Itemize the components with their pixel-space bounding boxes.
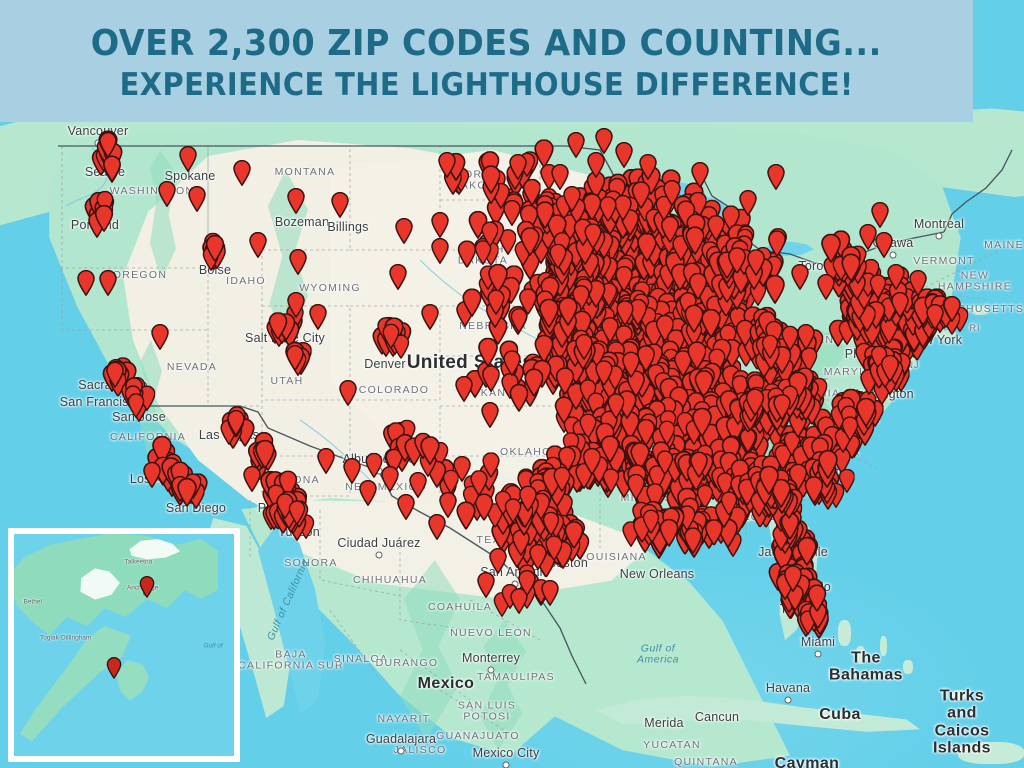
city-marker-dot	[935, 232, 943, 240]
map-marker-pin[interactable]	[688, 272, 707, 301]
map-marker-pin[interactable]	[595, 359, 613, 386]
map-pin-icon	[595, 359, 613, 386]
map-marker-pin[interactable]	[520, 227, 540, 257]
map-marker-pin[interactable]	[599, 196, 618, 222]
map-marker-pin[interactable]	[746, 249, 765, 276]
cape-cod-isle	[972, 306, 988, 315]
map-pin-icon	[690, 451, 708, 479]
map-marker-pin[interactable]	[720, 491, 738, 516]
map-pin-icon	[555, 367, 574, 395]
map-marker-pin[interactable]	[626, 474, 645, 501]
map-pin-icon	[720, 491, 738, 516]
map-pin-icon	[503, 350, 521, 377]
bahamas-isle	[838, 620, 851, 646]
map-pin-icon	[683, 527, 702, 555]
map-marker-pin[interactable]	[575, 334, 593, 361]
map-marker-pin[interactable]	[480, 165, 501, 195]
turks-caicos-isle	[952, 690, 966, 700]
map-marker-pin[interactable]	[522, 178, 541, 206]
map-marker-pin[interactable]	[524, 368, 544, 397]
map-marker-pin[interactable]	[602, 468, 620, 493]
map-pin-icon	[480, 165, 501, 195]
map-marker-pin[interactable]	[555, 367, 574, 395]
map-marker-pin[interactable]	[478, 337, 499, 367]
map-marker-pin[interactable]	[615, 266, 633, 293]
map-marker-pin[interactable]	[582, 447, 601, 475]
map-pin-icon	[622, 351, 640, 378]
map-pin-icon	[765, 274, 785, 304]
map-pin-icon	[482, 365, 500, 393]
map-marker-pin[interactable]	[606, 393, 625, 420]
map-pin-icon	[601, 435, 620, 463]
map-marker-pin[interactable]	[622, 351, 640, 378]
city-marker-dot	[397, 747, 405, 755]
map-pin-icon	[688, 272, 707, 301]
map-marker-pin[interactable]	[692, 408, 713, 438]
map-pin-icon	[692, 408, 713, 438]
map-pin-icon	[478, 337, 499, 367]
map-pin-icon	[606, 393, 625, 420]
city-marker-dot	[375, 551, 383, 559]
map-pin-icon	[522, 178, 541, 206]
long-island-isle	[918, 330, 956, 337]
map-pin-icon	[584, 222, 602, 249]
city-marker-dot	[814, 650, 822, 658]
map-pin-icon	[685, 226, 705, 256]
map-pin-icon	[746, 249, 765, 276]
map-marker-pin[interactable]	[584, 222, 602, 249]
bahamas-isle	[903, 660, 913, 674]
map-pin-icon	[480, 221, 499, 247]
map-marker-pin[interactable]	[685, 226, 705, 256]
map-marker-pin[interactable]	[480, 221, 499, 247]
map-marker-pin[interactable]	[656, 450, 674, 475]
map-marker-pin[interactable]	[482, 365, 500, 393]
map-pin-icon	[727, 246, 747, 274]
map-marker-pin[interactable]	[510, 307, 528, 333]
map-marker-pin[interactable]	[503, 350, 521, 377]
map-pin-icon	[520, 227, 540, 257]
map-pin-icon	[575, 334, 593, 361]
map-pin-icon	[616, 300, 635, 327]
map-pin-icon	[602, 468, 620, 493]
map-pin-icon	[558, 297, 578, 326]
map-pin-icon	[615, 266, 633, 293]
map-pin-icon	[656, 450, 674, 475]
map-marker-pin[interactable]	[765, 274, 785, 304]
map-pin-icon	[487, 289, 505, 316]
city-marker-dot	[784, 696, 792, 704]
map-marker-pin[interactable]	[631, 180, 651, 209]
map-marker-pin[interactable]	[690, 451, 708, 479]
map-pin-icon	[549, 243, 567, 269]
bahamas-isle	[856, 646, 865, 664]
hispaniola-isle	[958, 742, 1024, 764]
city-marker-dot	[487, 666, 495, 674]
map-pin-icon	[510, 307, 528, 333]
bahamas-isle	[880, 636, 887, 656]
map-marker-pin[interactable]	[601, 435, 620, 463]
map-pin-icon	[599, 196, 618, 222]
map-pin-icon	[524, 368, 544, 397]
map-marker-pin[interactable]	[683, 527, 702, 555]
map-marker-pin[interactable]	[549, 243, 568, 269]
map-pin-icon	[631, 180, 651, 209]
city-marker-dot	[889, 251, 897, 259]
map-marker-pin[interactable]	[487, 289, 505, 316]
map-pin-icon	[582, 447, 601, 475]
map-pin-icon	[684, 304, 704, 333]
map-marker-pin[interactable]	[616, 300, 635, 327]
map-marker-pin[interactable]	[558, 297, 578, 326]
map-marker-pin[interactable]	[727, 246, 747, 274]
map-pin-icon	[626, 474, 645, 501]
map-marker-pin[interactable]	[684, 304, 704, 333]
